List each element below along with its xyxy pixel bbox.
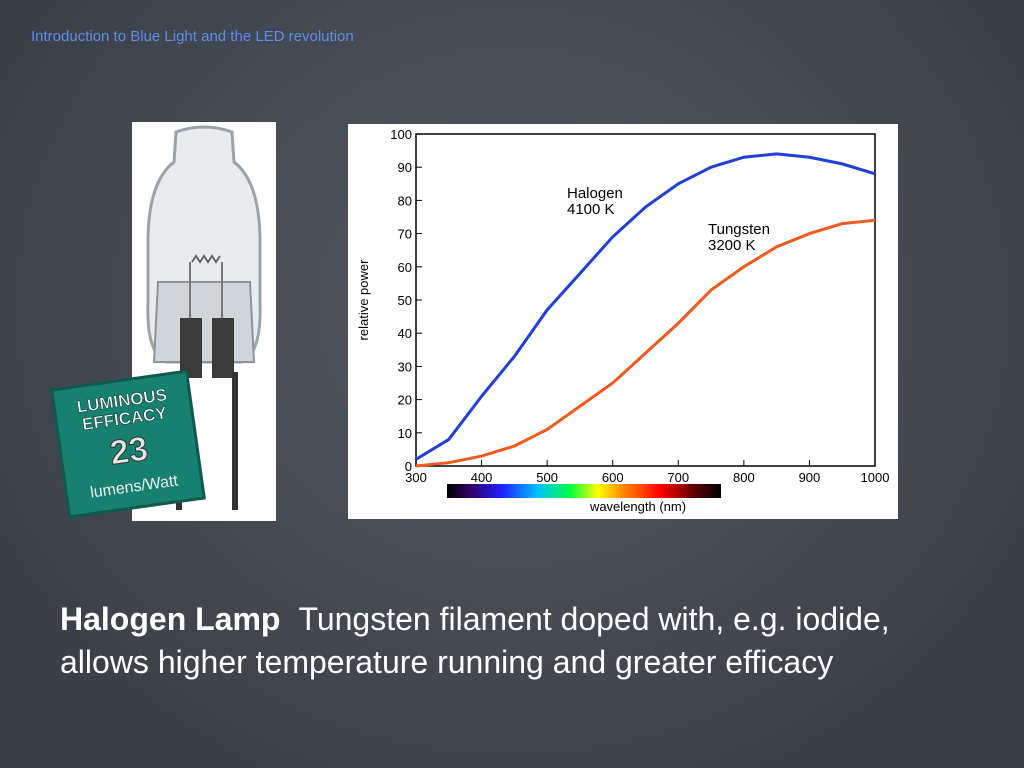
x-tick-label: 300 <box>405 470 427 485</box>
y-tick-label: 0 <box>405 459 412 474</box>
y-axis-label: relative power <box>356 259 371 341</box>
caption: Halogen Lamp Tungsten filament doped with… <box>60 598 940 684</box>
y-tick-label: 90 <box>398 160 412 175</box>
series-temperature: 4100 K <box>567 201 615 218</box>
header-title: Introduction to Blue Light and the LED r… <box>31 28 354 45</box>
x-tick-label: 500 <box>536 470 558 485</box>
x-axis-label: wavelength (nm) <box>589 499 686 514</box>
y-tick-label: 30 <box>398 359 412 374</box>
y-tick-label: 50 <box>398 293 412 308</box>
y-tick-label: 10 <box>398 426 412 441</box>
y-tick-label: 80 <box>398 193 412 208</box>
x-tick-label: 1000 <box>861 470 890 485</box>
x-tick-label: 700 <box>667 470 689 485</box>
spectrum-bar <box>447 484 721 498</box>
x-tick-label: 800 <box>733 470 755 485</box>
y-tick-label: 100 <box>390 127 412 142</box>
spectrum-chart: wavelength (nm) relative power 0 10 20 30 40… <box>348 124 898 519</box>
efficacy-badge: LUMINOUS EFFICACY 23 lumens/Watt <box>50 370 206 518</box>
y-tick-label: 40 <box>398 326 412 341</box>
x-tick-label: 400 <box>471 470 493 485</box>
badge-value: 23 <box>108 429 151 472</box>
y-tick-label: 60 <box>398 260 412 275</box>
series-line <box>415 152 876 461</box>
y-tick-label: 70 <box>398 227 412 242</box>
caption-bold: Halogen Lamp <box>60 601 281 637</box>
series-temperature: 3200 K <box>708 237 756 254</box>
series-label: Halogen <box>567 185 623 202</box>
x-tick-label: 900 <box>799 470 821 485</box>
y-tick-label: 20 <box>398 393 412 408</box>
caption-text: Tungsten filament doped with, e.g. iodid… <box>60 601 890 680</box>
x-tick-label: 600 <box>602 470 624 485</box>
series-line <box>415 218 876 468</box>
series-label: Tungsten <box>708 221 770 238</box>
